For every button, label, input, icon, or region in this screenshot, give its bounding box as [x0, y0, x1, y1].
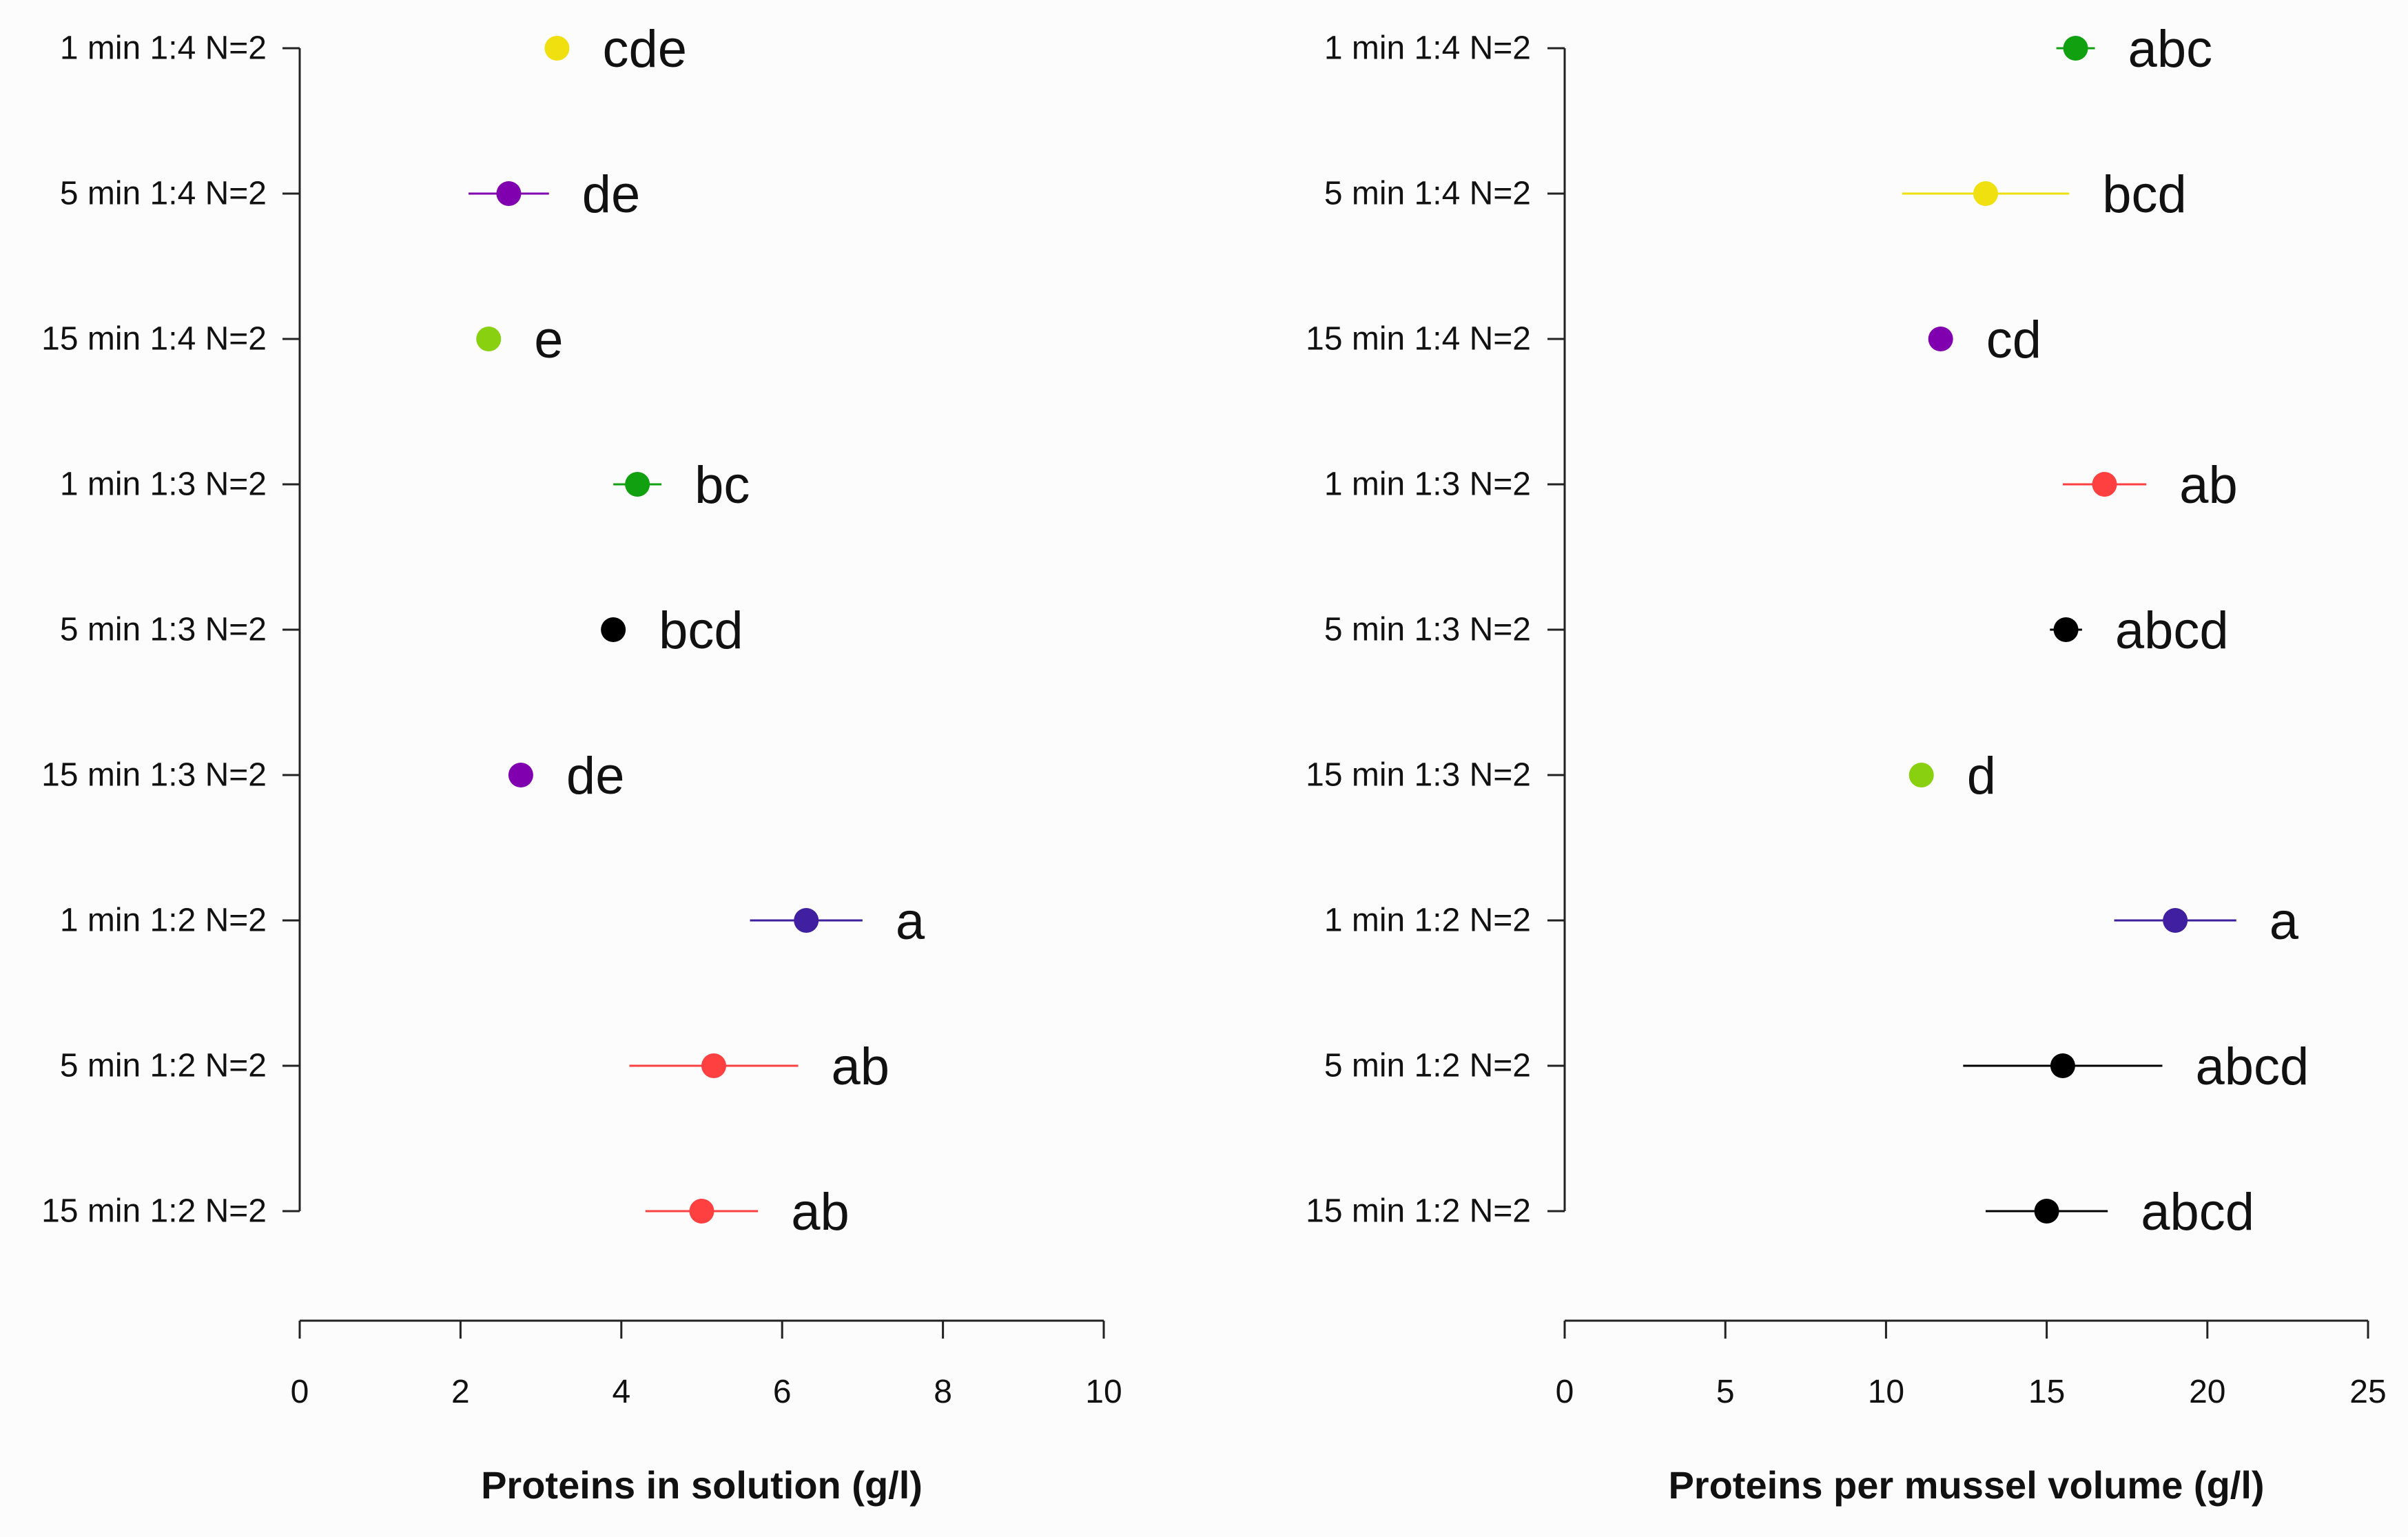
- panel-2-category-label: 1 min 1:4 N=2: [1324, 30, 1531, 67]
- panel-2-x-tick-label: 5: [1716, 1374, 1735, 1410]
- panel-1-category-label: 5 min 1:2 N=2: [60, 1048, 267, 1084]
- panel-2-x-tick-label: 0: [1556, 1374, 1574, 1410]
- panel-1-category-label: 1 min 1:2 N=2: [60, 902, 267, 939]
- panel-2-significance-label: abcd: [2196, 1038, 2309, 1096]
- panel-2-significance-label: bcd: [2102, 165, 2187, 224]
- panel-1-significance-label: bc: [694, 456, 750, 515]
- panel-2-significance-label: abc: [2128, 20, 2213, 79]
- panel-1-mean-point: [625, 472, 650, 497]
- panel-1-x-tick-label: 2: [451, 1374, 470, 1410]
- panel-1-significance-label: ab: [832, 1038, 890, 1096]
- panel-2-significance-label: ab: [2179, 456, 2238, 515]
- panel-2-category-label: 5 min 1:3 N=2: [1324, 612, 1531, 648]
- panel-2-x-tick-label: 10: [1868, 1374, 1904, 1410]
- panel-2-x-tick-label: 15: [2028, 1374, 2065, 1410]
- panel-2-significance-label: abcd: [2115, 601, 2229, 660]
- panel-1-significance-label: a: [896, 892, 925, 951]
- panel-1-category-label: 15 min 1:3 N=2: [41, 757, 267, 794]
- panel-1-significance-label: ab: [791, 1183, 850, 1241]
- panel-2-mean-point: [2050, 1053, 2075, 1078]
- panel-1-significance-label: de: [582, 165, 641, 224]
- panel-1-significance-label: cde: [602, 20, 687, 79]
- panel-1-x-tick-label: 10: [1085, 1374, 1122, 1410]
- panel-2-mean-point: [2053, 617, 2079, 642]
- panel-1-significance-label: de: [566, 747, 625, 805]
- panel-1-mean-point: [601, 617, 626, 642]
- panel-1-mean-point: [544, 36, 570, 61]
- panel-1-category-label: 1 min 1:3 N=2: [60, 466, 267, 503]
- panel-1-mean-point: [508, 763, 533, 787]
- panel-1-category-label: 5 min 1:3 N=2: [60, 612, 267, 648]
- panel-2-mean-point: [2063, 36, 2088, 61]
- panel-1-x-axis-title: Proteins in solution (g/l): [481, 1463, 923, 1507]
- panel-1-significance-label: e: [534, 311, 563, 369]
- panel-1-x-tick-label: 4: [612, 1374, 630, 1410]
- panel-1-x-tick-label: 0: [291, 1374, 309, 1410]
- panel-1-category-label: 5 min 1:4 N=2: [60, 176, 267, 212]
- panel-2-significance-label: a: [2270, 892, 2299, 951]
- panel-2-x-tick-label: 25: [2349, 1374, 2386, 1410]
- panel-2-significance-label: d: [1967, 747, 1996, 805]
- panel-1-mean-point: [476, 327, 502, 351]
- panel-2-category-label: 15 min 1:4 N=2: [1306, 321, 1531, 358]
- panel-1-mean-point: [701, 1053, 727, 1078]
- panel-2-category-label: 15 min 1:3 N=2: [1306, 757, 1531, 794]
- panel-2-category-label: 15 min 1:2 N=2: [1306, 1193, 1531, 1230]
- panel-2-x-axis-title: Proteins per mussel volume (g/l): [1668, 1463, 2264, 1507]
- panel-1-category-label: 1 min 1:4 N=2: [60, 30, 267, 67]
- panel-1-x-tick-label: 6: [773, 1374, 792, 1410]
- panel-1-significance-label: bcd: [659, 601, 743, 660]
- panel-1-mean-point: [496, 181, 522, 206]
- panel-2-mean-point: [1973, 181, 1998, 206]
- panel-2-category-label: 1 min 1:2 N=2: [1324, 902, 1531, 939]
- panel-1-mean-point: [689, 1199, 714, 1224]
- panel-2-mean-point: [1908, 763, 1934, 787]
- panel-2-mean-point: [2092, 472, 2117, 497]
- panel-2-x-tick-label: 20: [2189, 1374, 2225, 1410]
- panel-2-mean-point: [1928, 327, 1953, 351]
- panel-2-significance-label: abcd: [2141, 1183, 2254, 1241]
- panel-2-mean-point: [2163, 908, 2188, 933]
- panel-1-x-tick-label: 8: [934, 1374, 952, 1410]
- panel-2-category-label: 1 min 1:3 N=2: [1324, 466, 1531, 503]
- panel-2-category-label: 5 min 1:2 N=2: [1324, 1048, 1531, 1084]
- panel-2-mean-point: [2034, 1199, 2059, 1224]
- panel-1-mean-point: [794, 908, 819, 933]
- panel-2-category-label: 5 min 1:4 N=2: [1324, 176, 1531, 212]
- panel-1-category-label: 15 min 1:2 N=2: [41, 1193, 267, 1230]
- panel-1-category-label: 15 min 1:4 N=2: [41, 321, 267, 358]
- panel-2-significance-label: cd: [1986, 311, 2041, 369]
